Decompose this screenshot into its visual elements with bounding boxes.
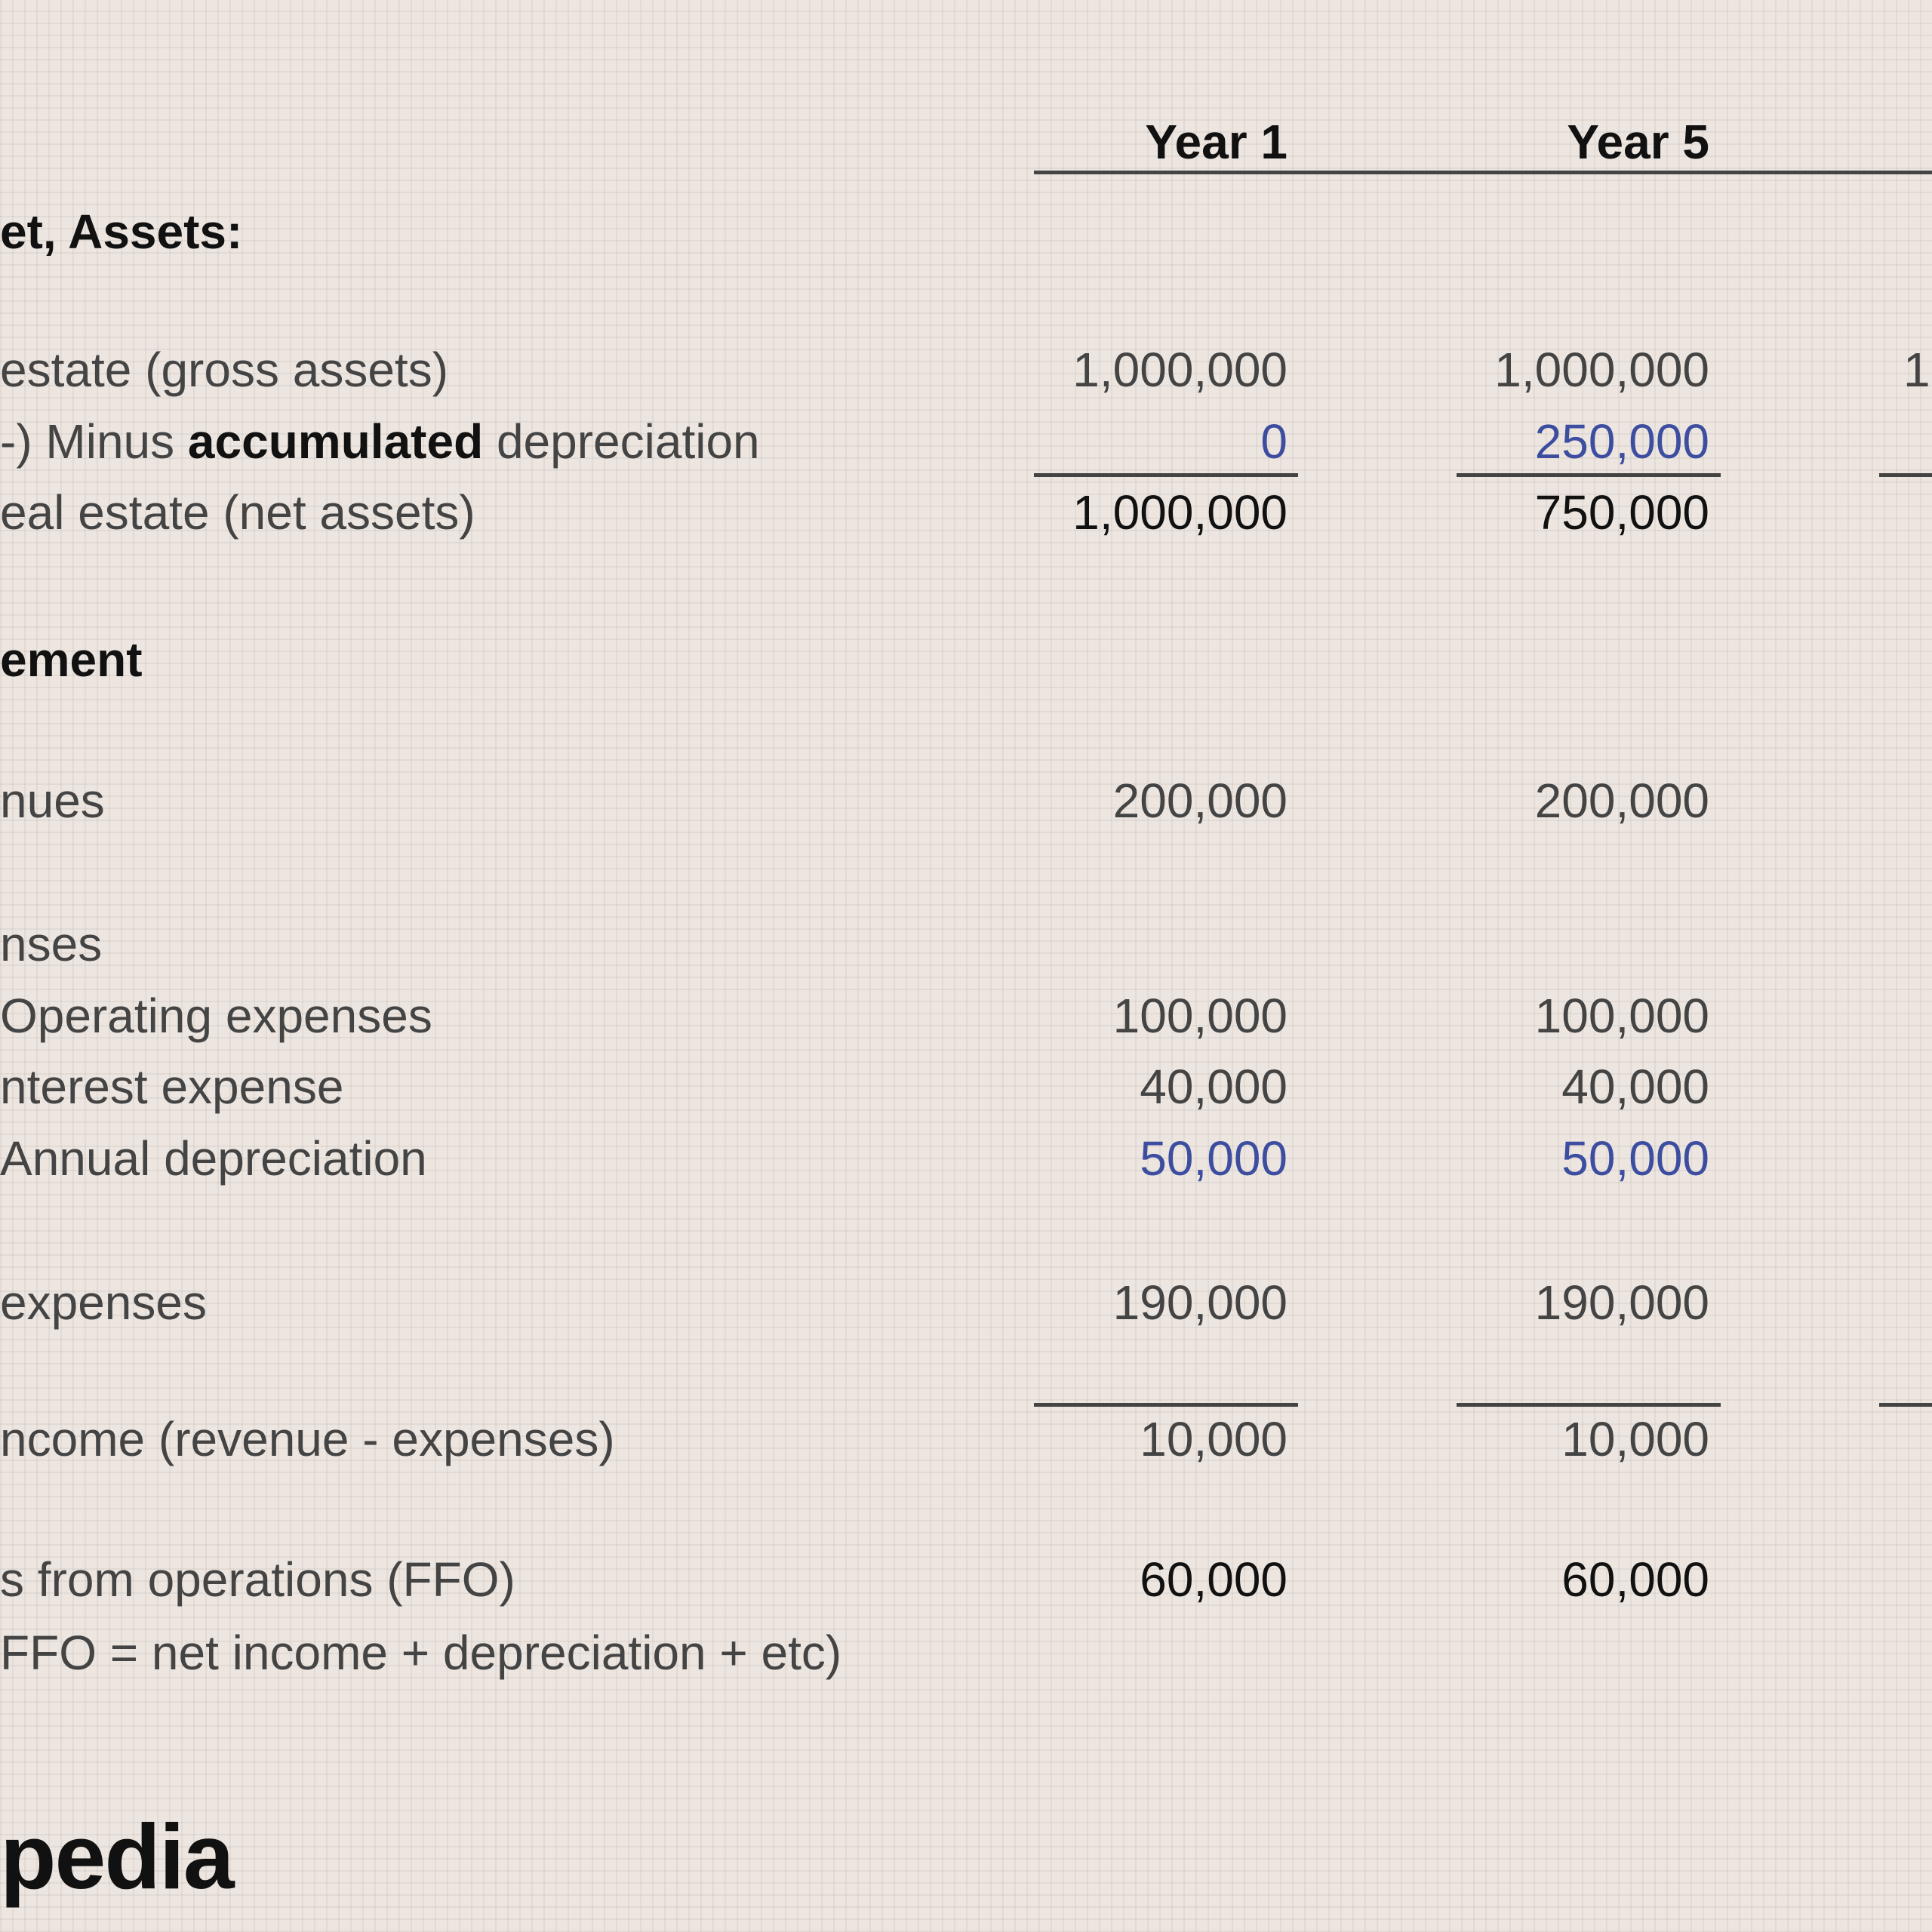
cell: 190,000 [1534,1275,1709,1330]
row-label: eal estate (net assets) [0,485,475,540]
logo: pedia [0,1805,235,1908]
row-label: nues [0,774,105,828]
cell: 50,000 [1561,1131,1709,1186]
section-label: ement [0,632,143,687]
cell: 50,000 [1140,1131,1287,1186]
sum-rule [1034,1403,1298,1407]
cell: 40,000 [1561,1060,1709,1114]
section-label: et, Assets: [0,205,243,259]
row-label: expenses [0,1275,207,1330]
label-part: depreciation [483,414,760,469]
sum-rule [1457,1403,1721,1407]
label-part: -) Minus [0,414,188,469]
cell: 1,000,000 [1494,343,1709,397]
cell: 10,000 [1561,1412,1709,1466]
header-rule [1034,171,1932,174]
cell: 0 [1260,414,1287,469]
column-header: Year 1 [1145,115,1287,169]
row-label: estate (gross assets) [0,343,448,397]
cell: 250,000 [1534,414,1709,469]
cell: 200,000 [1534,774,1709,828]
column-header: Year 5 [1567,115,1709,169]
cell: 750,000 [1534,485,1709,540]
row-label: s from operations (FFO) [0,1552,515,1607]
cell: 1 [1903,343,1930,397]
cell: 60,000 [1140,1552,1287,1607]
sum-rule [1034,473,1298,477]
cell: 190,000 [1112,1275,1287,1330]
cell: 60,000 [1561,1552,1709,1607]
label-part: accumulated [187,414,484,469]
cell: 100,000 [1112,989,1287,1043]
row-label: FFO = net income + depreciation + etc) [0,1626,842,1680]
row-label: Annual depreciation [0,1131,427,1186]
row-label: ncome (revenue - expenses) [0,1412,615,1466]
cell: 100,000 [1534,989,1709,1043]
cell: 1,000,000 [1072,485,1287,540]
sum-rule [1457,473,1721,477]
sum-rule [1879,473,1932,477]
row-label: -) Minus accumulated depreciation [0,411,760,472]
cell: 1,000,000 [1072,343,1287,397]
cell: 10,000 [1140,1412,1287,1466]
cell: 40,000 [1140,1060,1287,1114]
row-label: Operating expenses [0,989,432,1043]
row-label: nses [0,917,103,971]
row-label: nterest expense [0,1060,344,1114]
sum-rule [1879,1403,1932,1407]
cell: 200,000 [1112,774,1287,828]
